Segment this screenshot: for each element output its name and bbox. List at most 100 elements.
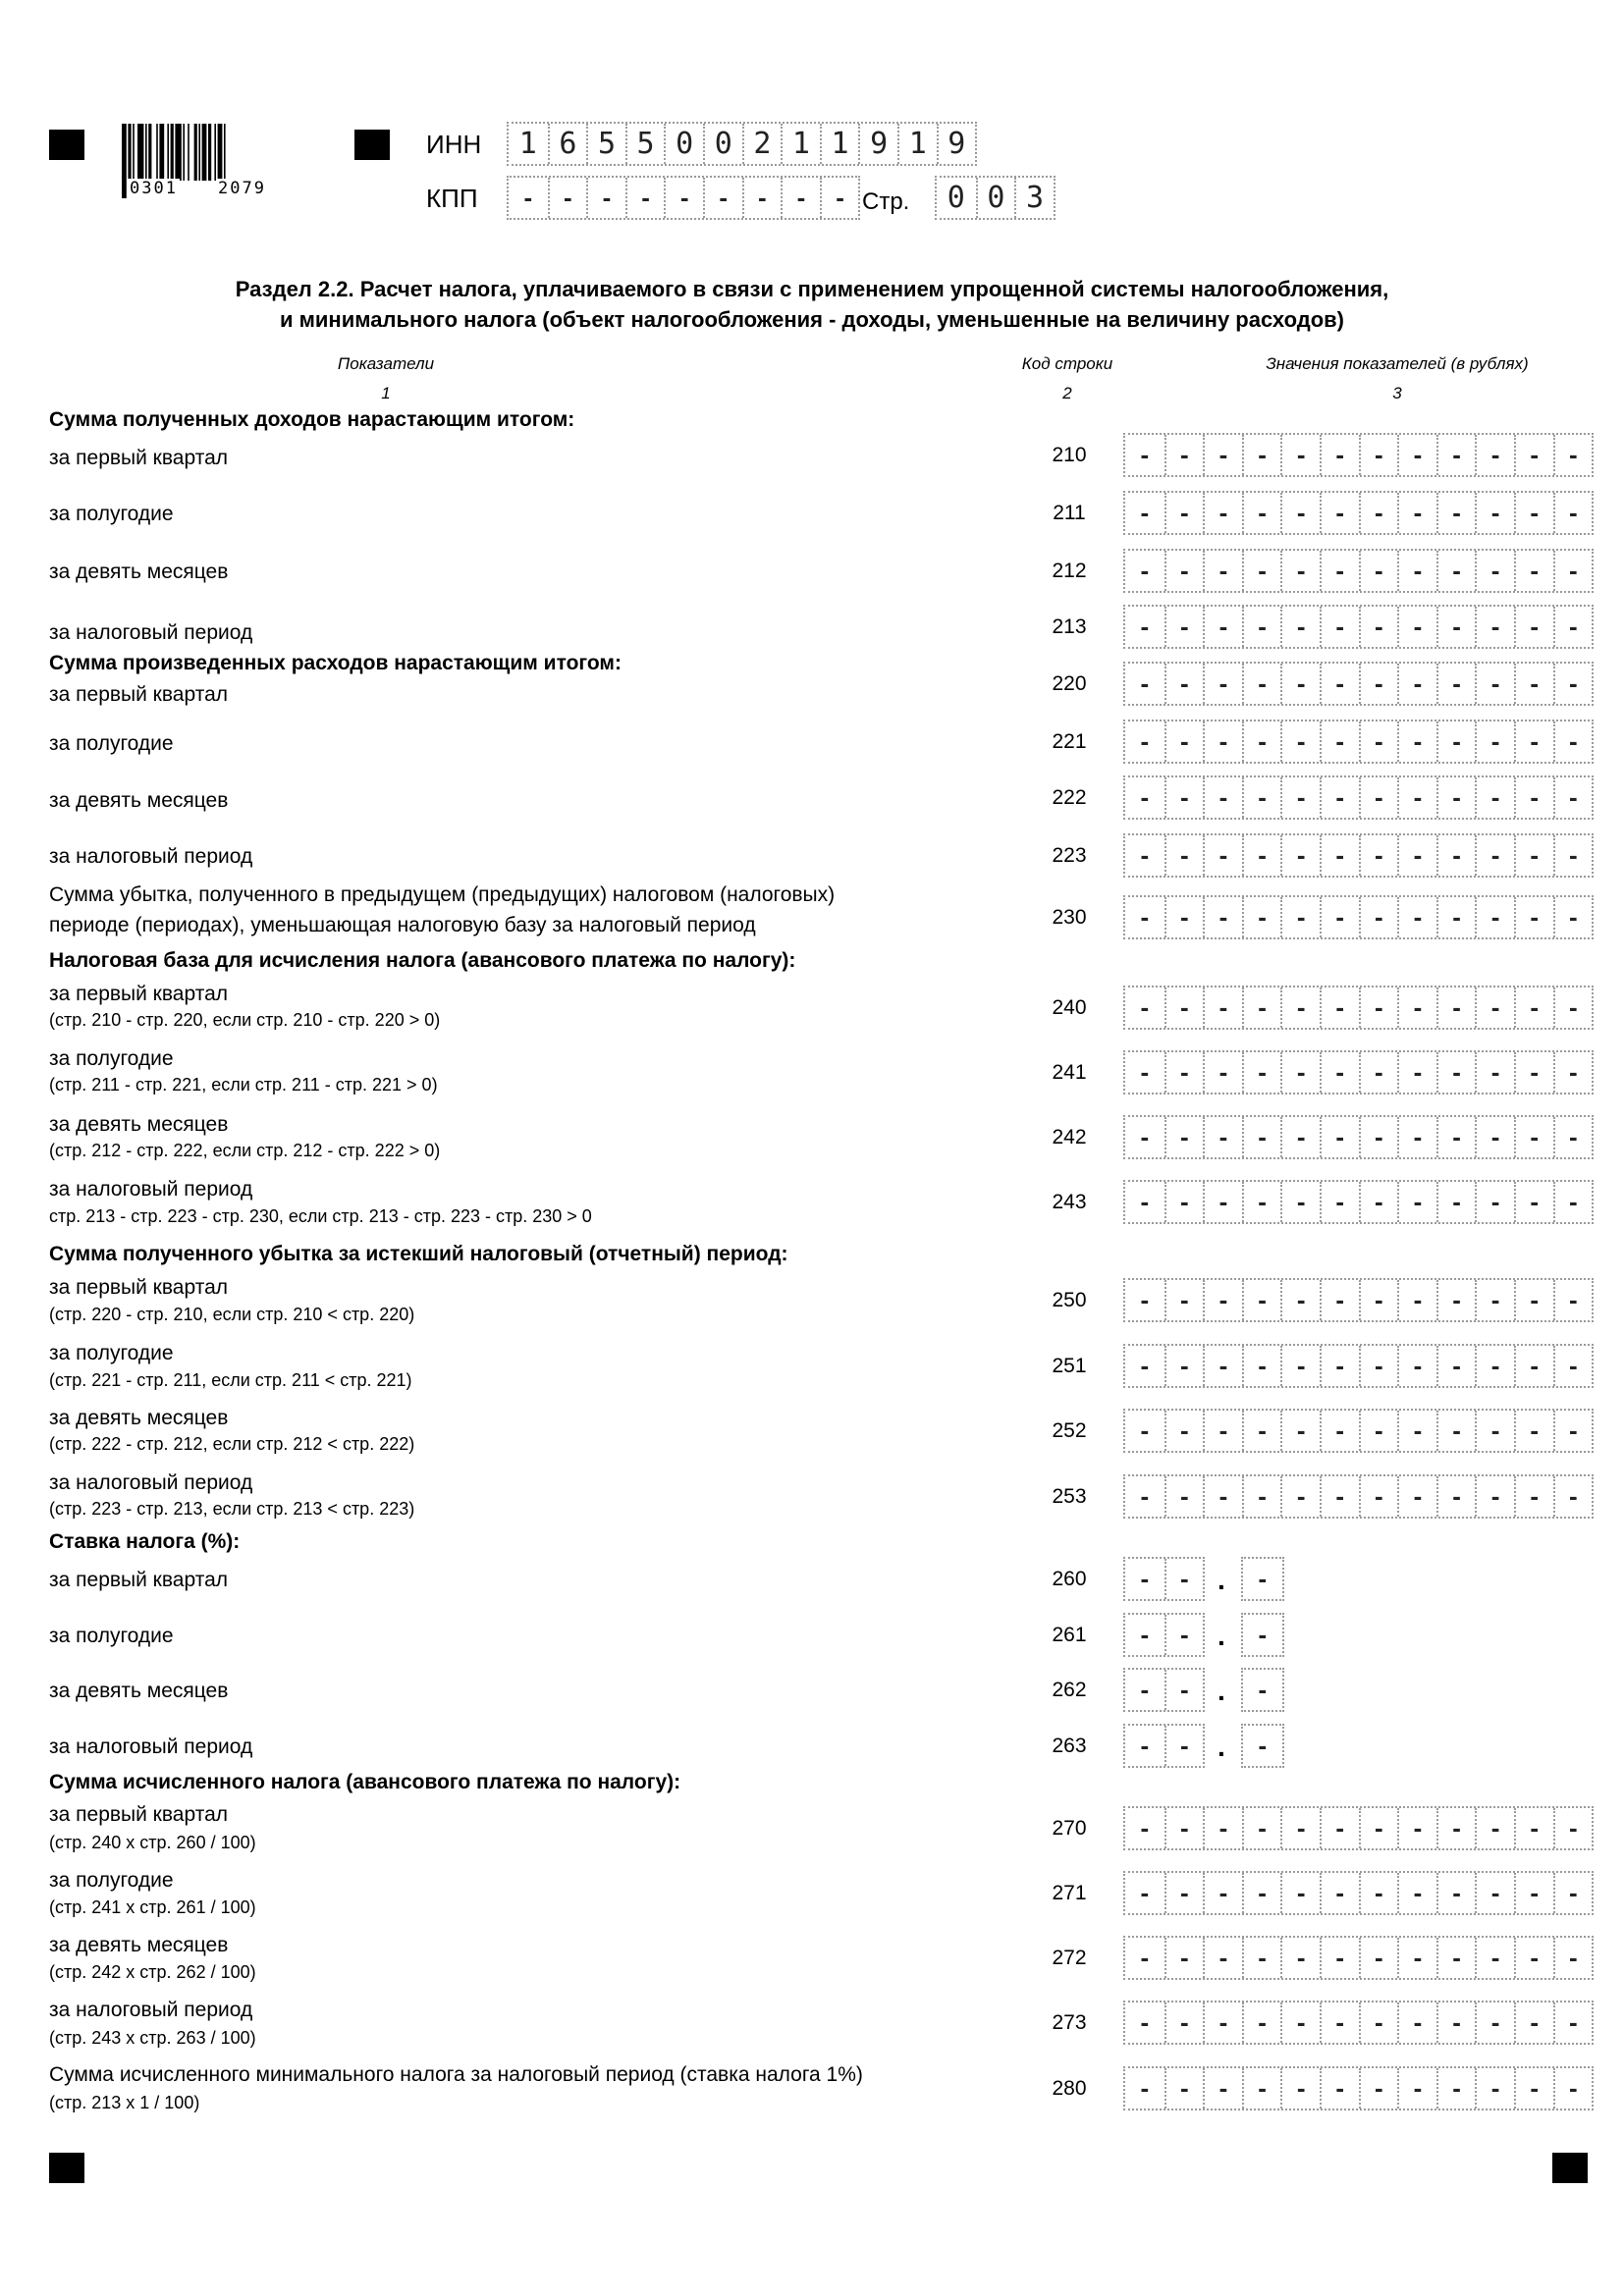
digit-cell[interactable]: 3 xyxy=(1014,178,1054,218)
digit-cell[interactable]: - xyxy=(1397,1117,1436,1157)
digit-cell[interactable]: - xyxy=(1319,664,1359,704)
digit-cell[interactable]: - xyxy=(1164,1346,1204,1386)
digit-cell[interactable]: - xyxy=(1552,777,1593,818)
digit-cell[interactable]: - xyxy=(1552,1873,1593,1913)
digit-cell[interactable]: - xyxy=(1435,607,1476,647)
digit-cell[interactable]: - xyxy=(1280,493,1320,533)
digit-cell[interactable]: - xyxy=(1203,1346,1242,1386)
rate-integer-field[interactable]: -- xyxy=(1123,1613,1206,1657)
digit-cell[interactable]: 5 xyxy=(586,124,625,164)
digit-cell[interactable]: - xyxy=(1241,1411,1281,1451)
digit-cell[interactable]: - xyxy=(1397,2068,1436,2109)
digit-cell[interactable]: - xyxy=(1203,1117,1242,1157)
digit-cell[interactable]: - xyxy=(1241,1346,1281,1386)
digit-cell[interactable]: - xyxy=(1397,988,1436,1028)
digit-cell[interactable]: - xyxy=(1140,782,1150,812)
digit-cell[interactable]: - xyxy=(1164,664,1204,704)
digit-cell[interactable]: - xyxy=(1203,1280,1242,1320)
rate-decimal-field[interactable]: - xyxy=(1241,1613,1284,1657)
digit-cell[interactable]: - xyxy=(1475,1808,1514,1848)
digit-cell[interactable]: - xyxy=(1280,988,1320,1028)
digit-cell[interactable]: - xyxy=(1280,1938,1320,1978)
digit-cell[interactable]: - xyxy=(1358,607,1398,647)
digit-cell[interactable]: - xyxy=(1140,498,1150,527)
digit-cell[interactable]: - xyxy=(1319,2068,1359,2109)
rate-integer-field[interactable]: -- xyxy=(1123,1724,1206,1768)
digit-cell[interactable]: - xyxy=(1140,1415,1150,1445)
digit-cell[interactable]: - xyxy=(1552,1117,1593,1157)
digit-cell[interactable]: - xyxy=(1397,721,1436,762)
digit-cell[interactable]: - xyxy=(1435,721,1476,762)
digit-cell[interactable]: 1 xyxy=(896,124,937,164)
digit-cell[interactable]: - xyxy=(624,178,665,218)
digit-cell[interactable]: - xyxy=(1280,435,1320,475)
digit-cell[interactable]: - xyxy=(1552,1182,1593,1222)
digit-cell[interactable]: - xyxy=(1203,1873,1242,1913)
digit-cell[interactable]: - xyxy=(1552,1346,1593,1386)
digit-cell[interactable]: - xyxy=(1435,551,1476,591)
digit-cell[interactable]: - xyxy=(1203,2068,1242,2109)
value-field[interactable]: ------------ xyxy=(1123,433,1595,477)
digit-cell[interactable]: - xyxy=(1258,1564,1268,1593)
digit-cell[interactable]: - xyxy=(1319,1346,1359,1386)
digit-cell[interactable]: - xyxy=(1397,1280,1436,1320)
rate-integer-field[interactable]: -- xyxy=(1123,1557,1206,1601)
digit-cell[interactable]: - xyxy=(1358,551,1398,591)
digit-cell[interactable]: - xyxy=(1140,1878,1150,1907)
value-field[interactable]: ------------ xyxy=(1123,1871,1595,1915)
digit-cell[interactable]: - xyxy=(1140,1481,1150,1511)
digit-cell[interactable]: - xyxy=(1397,435,1436,475)
digit-cell[interactable]: - xyxy=(702,178,742,218)
value-field[interactable]: ------------ xyxy=(1123,720,1595,764)
digit-cell[interactable]: - xyxy=(1280,1411,1320,1451)
value-field[interactable]: ------------ xyxy=(1123,662,1595,706)
digit-cell[interactable]: - xyxy=(1164,493,1204,533)
digit-cell[interactable]: - xyxy=(1140,1564,1150,1593)
digit-cell[interactable]: - xyxy=(1552,1938,1593,1978)
digit-cell[interactable]: - xyxy=(1513,988,1553,1028)
digit-cell[interactable]: - xyxy=(1435,1280,1476,1320)
digit-cell[interactable]: - xyxy=(1475,897,1514,937)
digit-cell[interactable]: - xyxy=(1475,1117,1514,1157)
digit-cell[interactable]: - xyxy=(1513,1280,1553,1320)
digit-cell[interactable]: - xyxy=(1475,607,1514,647)
digit-cell[interactable]: - xyxy=(1552,897,1593,937)
digit-cell[interactable]: - xyxy=(1475,1873,1514,1913)
digit-cell[interactable]: 6 xyxy=(547,124,587,164)
value-field[interactable]: ------------ xyxy=(1123,1806,1595,1850)
digit-cell[interactable]: - xyxy=(1435,435,1476,475)
digit-cell[interactable]: - xyxy=(1397,493,1436,533)
digit-cell[interactable]: - xyxy=(1552,1476,1593,1517)
digit-cell[interactable]: - xyxy=(1552,1808,1593,1848)
digit-cell[interactable]: - xyxy=(1203,493,1242,533)
digit-cell[interactable]: - xyxy=(1203,435,1242,475)
digit-cell[interactable]: - xyxy=(1358,988,1398,1028)
digit-cell[interactable]: - xyxy=(1513,721,1553,762)
digit-cell[interactable]: - xyxy=(1513,551,1553,591)
digit-cell[interactable]: - xyxy=(1241,607,1281,647)
digit-cell[interactable]: - xyxy=(1203,1411,1242,1451)
digit-cell[interactable]: - xyxy=(1241,1182,1281,1222)
digit-cell[interactable]: - xyxy=(1397,551,1436,591)
digit-cell[interactable]: - xyxy=(1140,1943,1150,1972)
digit-cell[interactable]: - xyxy=(1319,721,1359,762)
digit-cell[interactable]: - xyxy=(1241,1938,1281,1978)
digit-cell[interactable]: - xyxy=(1435,2068,1476,2109)
digit-cell[interactable]: - xyxy=(1475,1411,1514,1451)
digit-cell[interactable]: - xyxy=(1513,2002,1553,2043)
digit-cell[interactable]: - xyxy=(1513,2068,1553,2109)
digit-cell[interactable]: 9 xyxy=(858,124,897,164)
digit-cell[interactable]: - xyxy=(1241,897,1281,937)
digit-cell[interactable]: - xyxy=(1475,664,1514,704)
digit-cell[interactable]: - xyxy=(1280,2002,1320,2043)
digit-cell[interactable]: - xyxy=(1140,1122,1150,1151)
digit-cell[interactable]: - xyxy=(1513,493,1553,533)
digit-cell[interactable]: - xyxy=(1435,1117,1476,1157)
digit-cell[interactable]: - xyxy=(1203,1938,1242,1978)
digit-cell[interactable]: - xyxy=(1397,1873,1436,1913)
digit-cell[interactable]: - xyxy=(1358,1117,1398,1157)
digit-cell[interactable]: - xyxy=(1164,1873,1204,1913)
digit-cell[interactable]: - xyxy=(1164,1052,1204,1093)
digit-cell[interactable]: - xyxy=(1513,1117,1553,1157)
